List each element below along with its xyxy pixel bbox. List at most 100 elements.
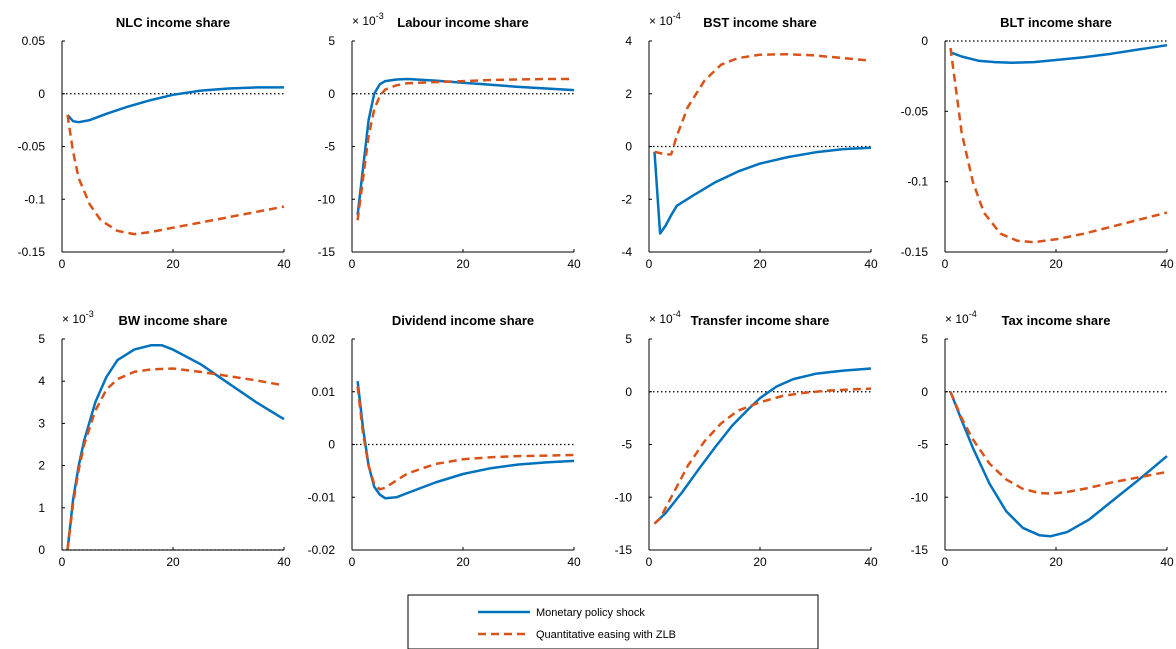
y-tick-label: 0.01 — [312, 385, 336, 399]
y-tick-label: -0.05 — [901, 104, 929, 118]
y-tick-label: -15 — [615, 543, 633, 557]
x-tick-label: 40 — [864, 555, 878, 569]
axis-exponent-label: × 10-3 — [62, 309, 94, 326]
y-tick-label: 5 — [328, 34, 335, 48]
plot-area — [649, 339, 871, 550]
axis-exponent-label: × 10-4 — [945, 309, 977, 326]
y-tick-label: 0.05 — [22, 34, 46, 48]
x-tick-label: 40 — [864, 257, 878, 271]
chart-panel-5: 0 20 40 5 4 3 2 1 0 × 10-3 BW income share — [38, 309, 291, 569]
x-tick-label: 20 — [456, 257, 470, 271]
x-tick-label: 0 — [942, 555, 949, 569]
series-line-monetary — [950, 43, 1168, 65]
series-line-qe — [653, 387, 872, 525]
series-line-qe — [356, 386, 575, 491]
x-tick-label: 20 — [753, 555, 767, 569]
axis-exponent-label: × 10-4 — [649, 11, 681, 28]
plot-area — [945, 339, 1167, 550]
y-tick-label: 0 — [625, 140, 632, 154]
series-line-monetary — [653, 367, 872, 525]
plot-area — [62, 41, 284, 252]
y-tick-label: -5 — [621, 438, 632, 452]
y-tick-label: -0.02 — [308, 543, 336, 557]
series-line-qe — [356, 77, 574, 221]
chart-title: NLC income share — [116, 15, 230, 30]
chart-title: BST income share — [703, 15, 816, 30]
y-tick-label: 5 — [921, 332, 928, 346]
series-line-monetary — [66, 86, 284, 124]
y-tick-label: 0 — [921, 34, 928, 48]
y-tick-label: -0.01 — [308, 490, 336, 504]
y-tick-label: 0 — [328, 87, 335, 101]
chart-title: Tax income share — [1002, 313, 1111, 328]
axis-exponent-label: × 10-3 — [352, 11, 384, 28]
legend: Monetary policy shock Quantitative easin… — [407, 594, 819, 649]
plot-area — [352, 41, 574, 252]
chart-title: Transfer income share — [691, 313, 830, 328]
y-tick-label: 0 — [328, 438, 335, 452]
x-tick-label: 40 — [277, 555, 291, 569]
chart-title: BW income share — [118, 313, 227, 328]
legend-label-qe: Quantitative easing with ZLB — [536, 629, 676, 641]
y-tick-label: -5 — [324, 140, 335, 154]
x-tick-label: 20 — [456, 555, 470, 569]
x-tick-label: 0 — [349, 555, 356, 569]
y-tick-label: 4 — [38, 374, 45, 388]
y-tick-label: 0 — [38, 543, 45, 557]
y-tick-label: -10 — [911, 490, 929, 504]
y-tick-label: -0.15 — [18, 245, 46, 259]
x-tick-label: 20 — [166, 555, 180, 569]
y-tick-label: 0 — [38, 87, 45, 101]
y-tick-label: -10 — [615, 490, 633, 504]
y-tick-label: -0.1 — [24, 192, 45, 206]
x-tick-label: 20 — [166, 257, 180, 271]
axis-exponent-label: × 10-4 — [649, 309, 681, 326]
y-tick-label: -15 — [911, 543, 929, 557]
chart-panel-2: 0 20 40 5 0 -5 -10 -15 × 10-3 Labour income share — [318, 11, 581, 271]
x-tick-label: 20 — [753, 257, 767, 271]
y-tick-label: 0 — [921, 385, 928, 399]
legend-label-monetary: Monetary policy shock — [536, 607, 645, 619]
y-tick-label: 5 — [38, 332, 45, 346]
series-line-qe — [949, 47, 1168, 244]
chart-title: BLT income share — [1000, 15, 1112, 30]
y-tick-label: 1 — [38, 501, 45, 515]
y-tick-label: -0.15 — [901, 245, 929, 259]
series-line-qe — [949, 391, 1168, 495]
series-line-monetary — [653, 146, 872, 235]
chart-panel-6: 0 20 40 0.02 0.01 0 -0.01 -0.02 Dividend income … — [308, 313, 581, 569]
x-tick-label: 20 — [1049, 257, 1063, 271]
series-line-qe — [66, 367, 285, 551]
x-tick-label: 0 — [349, 257, 356, 271]
y-tick-label: -4 — [621, 245, 632, 259]
y-tick-label: 2 — [38, 459, 45, 473]
x-tick-label: 40 — [567, 555, 581, 569]
x-tick-label: 40 — [1160, 555, 1174, 569]
x-tick-label: 40 — [277, 257, 291, 271]
plot-area — [945, 41, 1167, 252]
series-line-monetary — [949, 391, 1168, 538]
y-tick-label: 0 — [625, 385, 632, 399]
series-line-qe — [654, 52, 872, 156]
x-tick-label: 0 — [646, 555, 653, 569]
x-tick-label: 40 — [1160, 257, 1174, 271]
chart-panel-1: 0 20 40 0.05 0 -0.05 -0.1 -0.15 NLC income share — [18, 15, 291, 271]
chart-panel-7: 0 20 40 5 0 -5 -10 -15 × 10-4 Transfer income sha… — [615, 309, 878, 569]
y-tick-label: 4 — [625, 34, 632, 48]
legend-box — [407, 594, 819, 649]
chart-title: Dividend income share — [392, 313, 534, 328]
chart-panel-4: 0 20 40 0 -0.05 -0.1 -0.15 BLT income share — [901, 15, 1174, 271]
chart-panel-8: 0 20 40 5 0 -5 -10 -15 × 10-4 Tax income share — [911, 309, 1174, 569]
y-tick-label: -15 — [318, 245, 336, 259]
y-tick-label: 2 — [625, 87, 632, 101]
series-line-monetary — [356, 77, 575, 216]
y-tick-label: -0.1 — [907, 175, 928, 189]
y-tick-label: -2 — [621, 192, 632, 206]
plot-area — [62, 339, 284, 550]
chart-title: Labour income share — [397, 15, 528, 30]
x-tick-label: 20 — [1049, 555, 1063, 569]
y-tick-label: 5 — [625, 332, 632, 346]
